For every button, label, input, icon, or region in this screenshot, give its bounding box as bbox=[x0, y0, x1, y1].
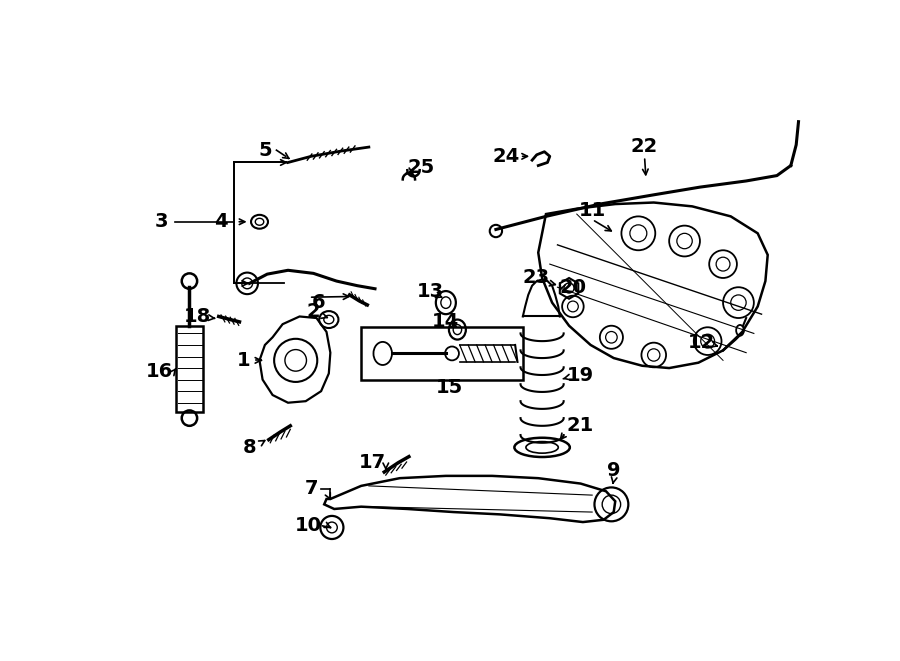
Text: 1: 1 bbox=[238, 351, 251, 370]
Text: 12: 12 bbox=[688, 333, 716, 352]
Bar bbox=[176, 326, 203, 412]
Text: 22: 22 bbox=[631, 137, 658, 156]
Text: 14: 14 bbox=[432, 313, 460, 331]
Text: 11: 11 bbox=[579, 201, 606, 219]
Text: 17: 17 bbox=[359, 453, 386, 472]
Text: 23: 23 bbox=[522, 268, 550, 288]
Text: 5: 5 bbox=[258, 141, 272, 160]
Bar bbox=[361, 327, 523, 379]
Text: 18: 18 bbox=[184, 307, 212, 326]
Text: 3: 3 bbox=[154, 212, 167, 231]
Text: 15: 15 bbox=[436, 378, 464, 397]
Text: 21: 21 bbox=[567, 416, 594, 436]
Text: 16: 16 bbox=[146, 362, 173, 381]
Text: 20: 20 bbox=[560, 278, 587, 297]
Text: 25: 25 bbox=[408, 159, 435, 177]
Text: 2: 2 bbox=[307, 302, 320, 321]
Text: 24: 24 bbox=[492, 147, 519, 166]
Text: 6: 6 bbox=[312, 293, 326, 312]
Text: 4: 4 bbox=[214, 212, 228, 231]
Text: 7: 7 bbox=[304, 479, 318, 498]
Text: 9: 9 bbox=[607, 461, 620, 480]
Text: 10: 10 bbox=[295, 516, 322, 535]
Text: 13: 13 bbox=[417, 282, 444, 301]
Text: 19: 19 bbox=[567, 366, 594, 385]
Text: 8: 8 bbox=[243, 438, 256, 457]
